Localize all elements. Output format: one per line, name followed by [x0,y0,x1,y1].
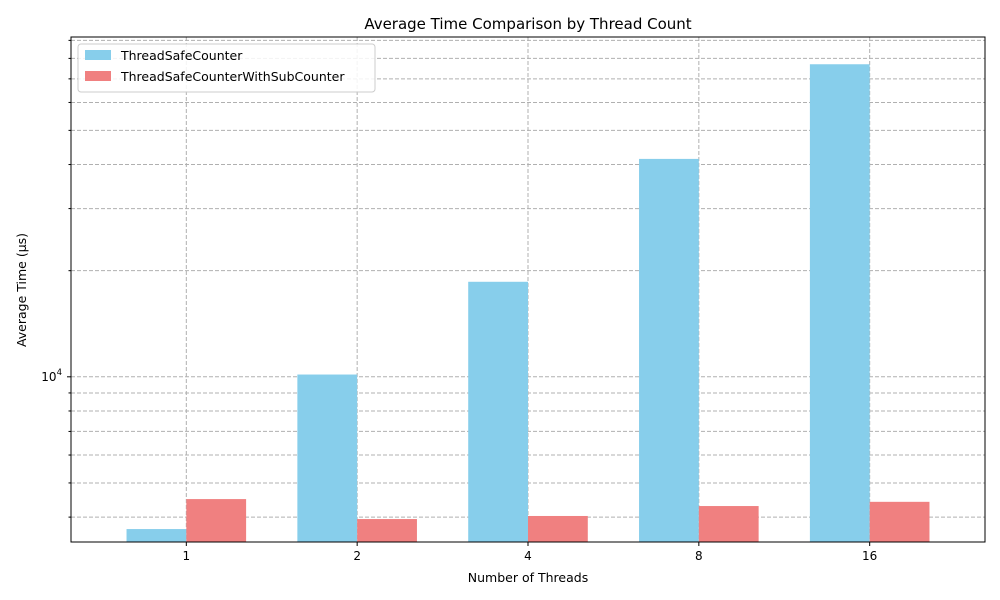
bar-threadsafecounterwithsubcounter [528,515,588,542]
legend: ThreadSafeCounter ThreadSafeCounterWithSu… [77,43,376,93]
bar-threadsafecounterwithsubcounter [869,501,930,542]
bar-threadsafecounter [297,374,358,542]
x-tick-label: 8 [695,549,703,563]
ticks: 1 2 4 8 16 104 [41,39,877,563]
y-tick-label: 104 [41,368,62,384]
chart-title: Average Time Comparison by Thread Count [364,15,691,33]
bar-threadsafecounter [639,158,699,542]
bars [126,64,930,542]
legend-swatch [85,50,111,60]
bar-threadsafecounterwithsubcounter [698,506,759,542]
bar-threadsafecounter [468,281,528,542]
x-tick-label: 4 [524,549,532,563]
x-tick-label: 2 [353,549,361,563]
legend-label: ThreadSafeCounter [120,48,243,63]
bar-threadsafecounterwithsubcounter [186,499,247,542]
bar-threadsafecounter [809,64,870,542]
x-axis-label: Number of Threads [468,570,588,585]
bar-threadsafecounterwithsubcounter [357,519,417,542]
x-tick-label: 1 [182,549,190,563]
legend-box [77,43,376,93]
bar-threadsafecounter [126,529,187,542]
x-tick-label: 16 [862,549,877,563]
legend-swatch [85,71,111,81]
legend-label: ThreadSafeCounterWithSubCounter [120,69,345,84]
y-axis-label: Average Time (µs) [14,233,29,347]
